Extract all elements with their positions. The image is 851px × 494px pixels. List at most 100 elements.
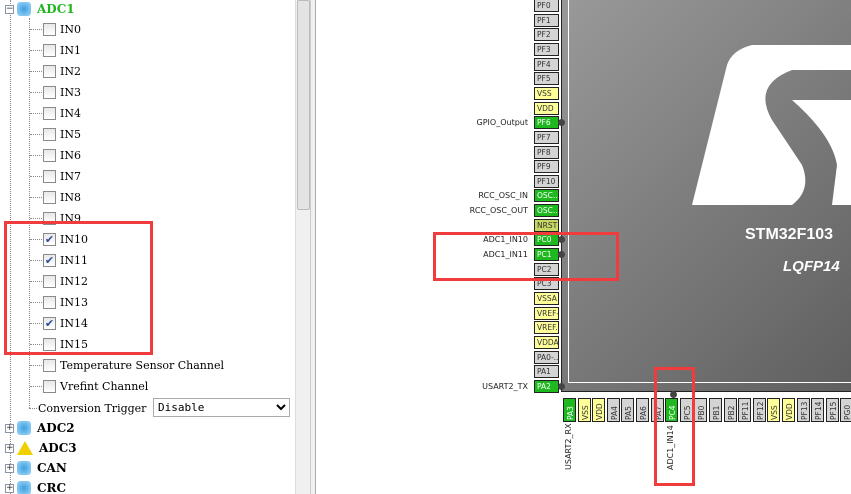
pin-NRST[interactable]: NRST xyxy=(534,218,559,232)
channel-checkbox[interactable] xyxy=(43,274,56,288)
pin-PA7[interactable]: PA7 xyxy=(650,398,664,422)
tree-item-adc2[interactable]: + ADC2 xyxy=(5,418,75,438)
tree-item-adc3[interactable]: + ADC3 xyxy=(5,438,77,458)
channel-4[interactable]: IN4 xyxy=(43,103,81,123)
pin-PA5[interactable]: PA5 xyxy=(621,398,635,422)
channel-checkbox[interactable] xyxy=(43,22,56,36)
channel-12[interactable]: IN12 xyxy=(43,271,88,291)
channel-checkbox[interactable] xyxy=(43,64,56,78)
channel-checkbox[interactable] xyxy=(43,148,56,162)
pin-PF0[interactable]: PF0 xyxy=(534,0,559,12)
tree-scrollbar[interactable] xyxy=(295,0,310,494)
pin-PA2[interactable]: PA2 xyxy=(534,379,559,393)
pin-PF12[interactable]: PF12 xyxy=(752,398,766,422)
collapse-icon[interactable]: − xyxy=(5,3,14,14)
pin-OSC...[interactable]: OSC... xyxy=(534,189,559,203)
channel-checkbox[interactable] xyxy=(43,43,56,57)
channel-14[interactable]: ✔ IN14 xyxy=(43,313,88,333)
channel-1[interactable]: IN1 xyxy=(43,40,81,60)
channel-6[interactable]: IN6 xyxy=(43,145,81,165)
channel-checkbox[interactable]: ✔ xyxy=(43,232,56,246)
pin-PB1[interactable]: PB1 xyxy=(709,398,722,422)
channel-checkbox[interactable] xyxy=(43,190,56,204)
channel-13[interactable]: IN13 xyxy=(43,292,88,312)
pin-label: ADC1_IN11 xyxy=(483,250,528,260)
channel-16[interactable]: Temperature Sensor Channel xyxy=(43,355,224,375)
pin-VREF...[interactable]: VREF... xyxy=(534,321,559,335)
channel-checkbox[interactable] xyxy=(43,169,56,183)
channel-5[interactable]: IN5 xyxy=(43,124,81,144)
pin-PF8[interactable]: PF8 xyxy=(534,145,559,159)
pin-VREF-[interactable]: VREF- xyxy=(534,306,559,320)
tree-item-can[interactable]: + CAN xyxy=(5,458,67,478)
pin-PA6[interactable]: PA6 xyxy=(636,398,649,422)
channel-checkbox[interactable]: ✔ xyxy=(43,253,56,267)
pin-label: RCC_OSC_OUT xyxy=(469,206,528,216)
channel-label: IN12 xyxy=(60,274,88,288)
channel-checkbox[interactable] xyxy=(43,295,56,309)
channel-15[interactable]: IN15 xyxy=(43,334,88,354)
pin-PB0[interactable]: PB0 xyxy=(694,398,708,422)
pin-PA0-...[interactable]: PA0-... xyxy=(534,350,559,364)
pin-PF14[interactable]: PF14 xyxy=(811,398,825,422)
channel-checkbox[interactable] xyxy=(43,127,56,141)
peripheral-tree: − ADC1 IN0 IN1 IN2 IN3 IN4 IN5 IN6 IN7 I… xyxy=(0,0,295,494)
pin-PF3[interactable]: PF3 xyxy=(534,42,559,56)
pin-PC2[interactable]: PC2 xyxy=(534,262,559,276)
pin-VDD[interactable]: VDD xyxy=(592,398,606,422)
pin-PF11[interactable]: PF11 xyxy=(738,398,752,422)
expand-icon[interactable]: + xyxy=(5,422,14,433)
expand-icon[interactable]: + xyxy=(5,482,14,493)
pin-VDD[interactable]: VDD xyxy=(534,101,559,115)
pin-PA1[interactable]: PA1 xyxy=(534,365,559,379)
pin-PF6[interactable]: PF6 xyxy=(534,116,559,130)
pin-VSS[interactable]: VSS xyxy=(577,398,591,422)
tree-item-adc1[interactable]: − ADC1 xyxy=(5,0,75,19)
expand-icon[interactable]: + xyxy=(5,462,14,473)
conversion-trigger-select[interactable]: Disable xyxy=(153,398,290,417)
pin-PF2[interactable]: PF2 xyxy=(534,28,559,42)
channel-2[interactable]: IN2 xyxy=(43,61,81,81)
pin-VSS[interactable]: VSS xyxy=(767,398,781,422)
pin-PG0[interactable]: PG0 xyxy=(840,398,851,422)
pin-VSSA[interactable]: VSSA xyxy=(534,292,559,305)
pin-VDDA[interactable]: VDDA xyxy=(534,335,559,349)
channel-checkbox[interactable] xyxy=(43,358,56,372)
channel-8[interactable]: IN8 xyxy=(43,187,81,207)
channel-checkbox[interactable] xyxy=(43,379,56,393)
pin-PC4[interactable]: PC4 xyxy=(665,398,679,422)
channel-checkbox[interactable] xyxy=(43,85,56,99)
channel-label: IN10 xyxy=(60,232,88,246)
scrollbar-thumb[interactable] xyxy=(297,0,310,210)
pin-PF1[interactable]: PF1 xyxy=(534,13,559,27)
channel-label: IN0 xyxy=(60,22,81,36)
channel-0[interactable]: IN0 xyxy=(43,19,81,39)
expand-icon[interactable]: + xyxy=(5,442,14,453)
pin-VDD[interactable]: VDD xyxy=(782,398,795,422)
channel-3[interactable]: IN3 xyxy=(43,82,81,102)
pin-PF7[interactable]: PF7 xyxy=(534,130,559,144)
pin-PF9[interactable]: PF9 xyxy=(534,160,559,174)
pin-PA4[interactable]: PA4 xyxy=(606,398,620,422)
pin-OSC...[interactable]: OSC... xyxy=(534,204,559,218)
channel-checkbox[interactable]: ✔ xyxy=(43,316,56,330)
channel-17[interactable]: Vrefint Channel xyxy=(43,376,148,396)
channel-label: IN2 xyxy=(60,64,81,78)
pin-PB2[interactable]: PB2 xyxy=(723,398,737,422)
pin-PF10[interactable]: PF10 xyxy=(534,174,559,188)
channel-11[interactable]: ✔ IN11 xyxy=(43,250,88,270)
pin-PF15[interactable]: PF15 xyxy=(825,398,839,422)
pin-PA3[interactable]: PA3 xyxy=(563,398,576,422)
splitter-handle[interactable] xyxy=(310,0,316,494)
channel-7[interactable]: IN7 xyxy=(43,166,81,186)
pin-PF13[interactable]: PF13 xyxy=(796,398,810,422)
group-label: CRC xyxy=(37,481,67,494)
chip-name: STM32F103 xyxy=(745,226,834,243)
pin-VSS[interactable]: VSS xyxy=(534,86,559,100)
pin-PF4[interactable]: PF4 xyxy=(534,57,559,71)
pin-PF5[interactable]: PF5 xyxy=(534,72,559,86)
channel-checkbox[interactable] xyxy=(43,337,56,351)
channel-checkbox[interactable] xyxy=(43,106,56,120)
channel-10[interactable]: ✔ IN10 xyxy=(43,229,88,249)
tree-item-crc[interactable]: + CRC xyxy=(5,478,66,494)
